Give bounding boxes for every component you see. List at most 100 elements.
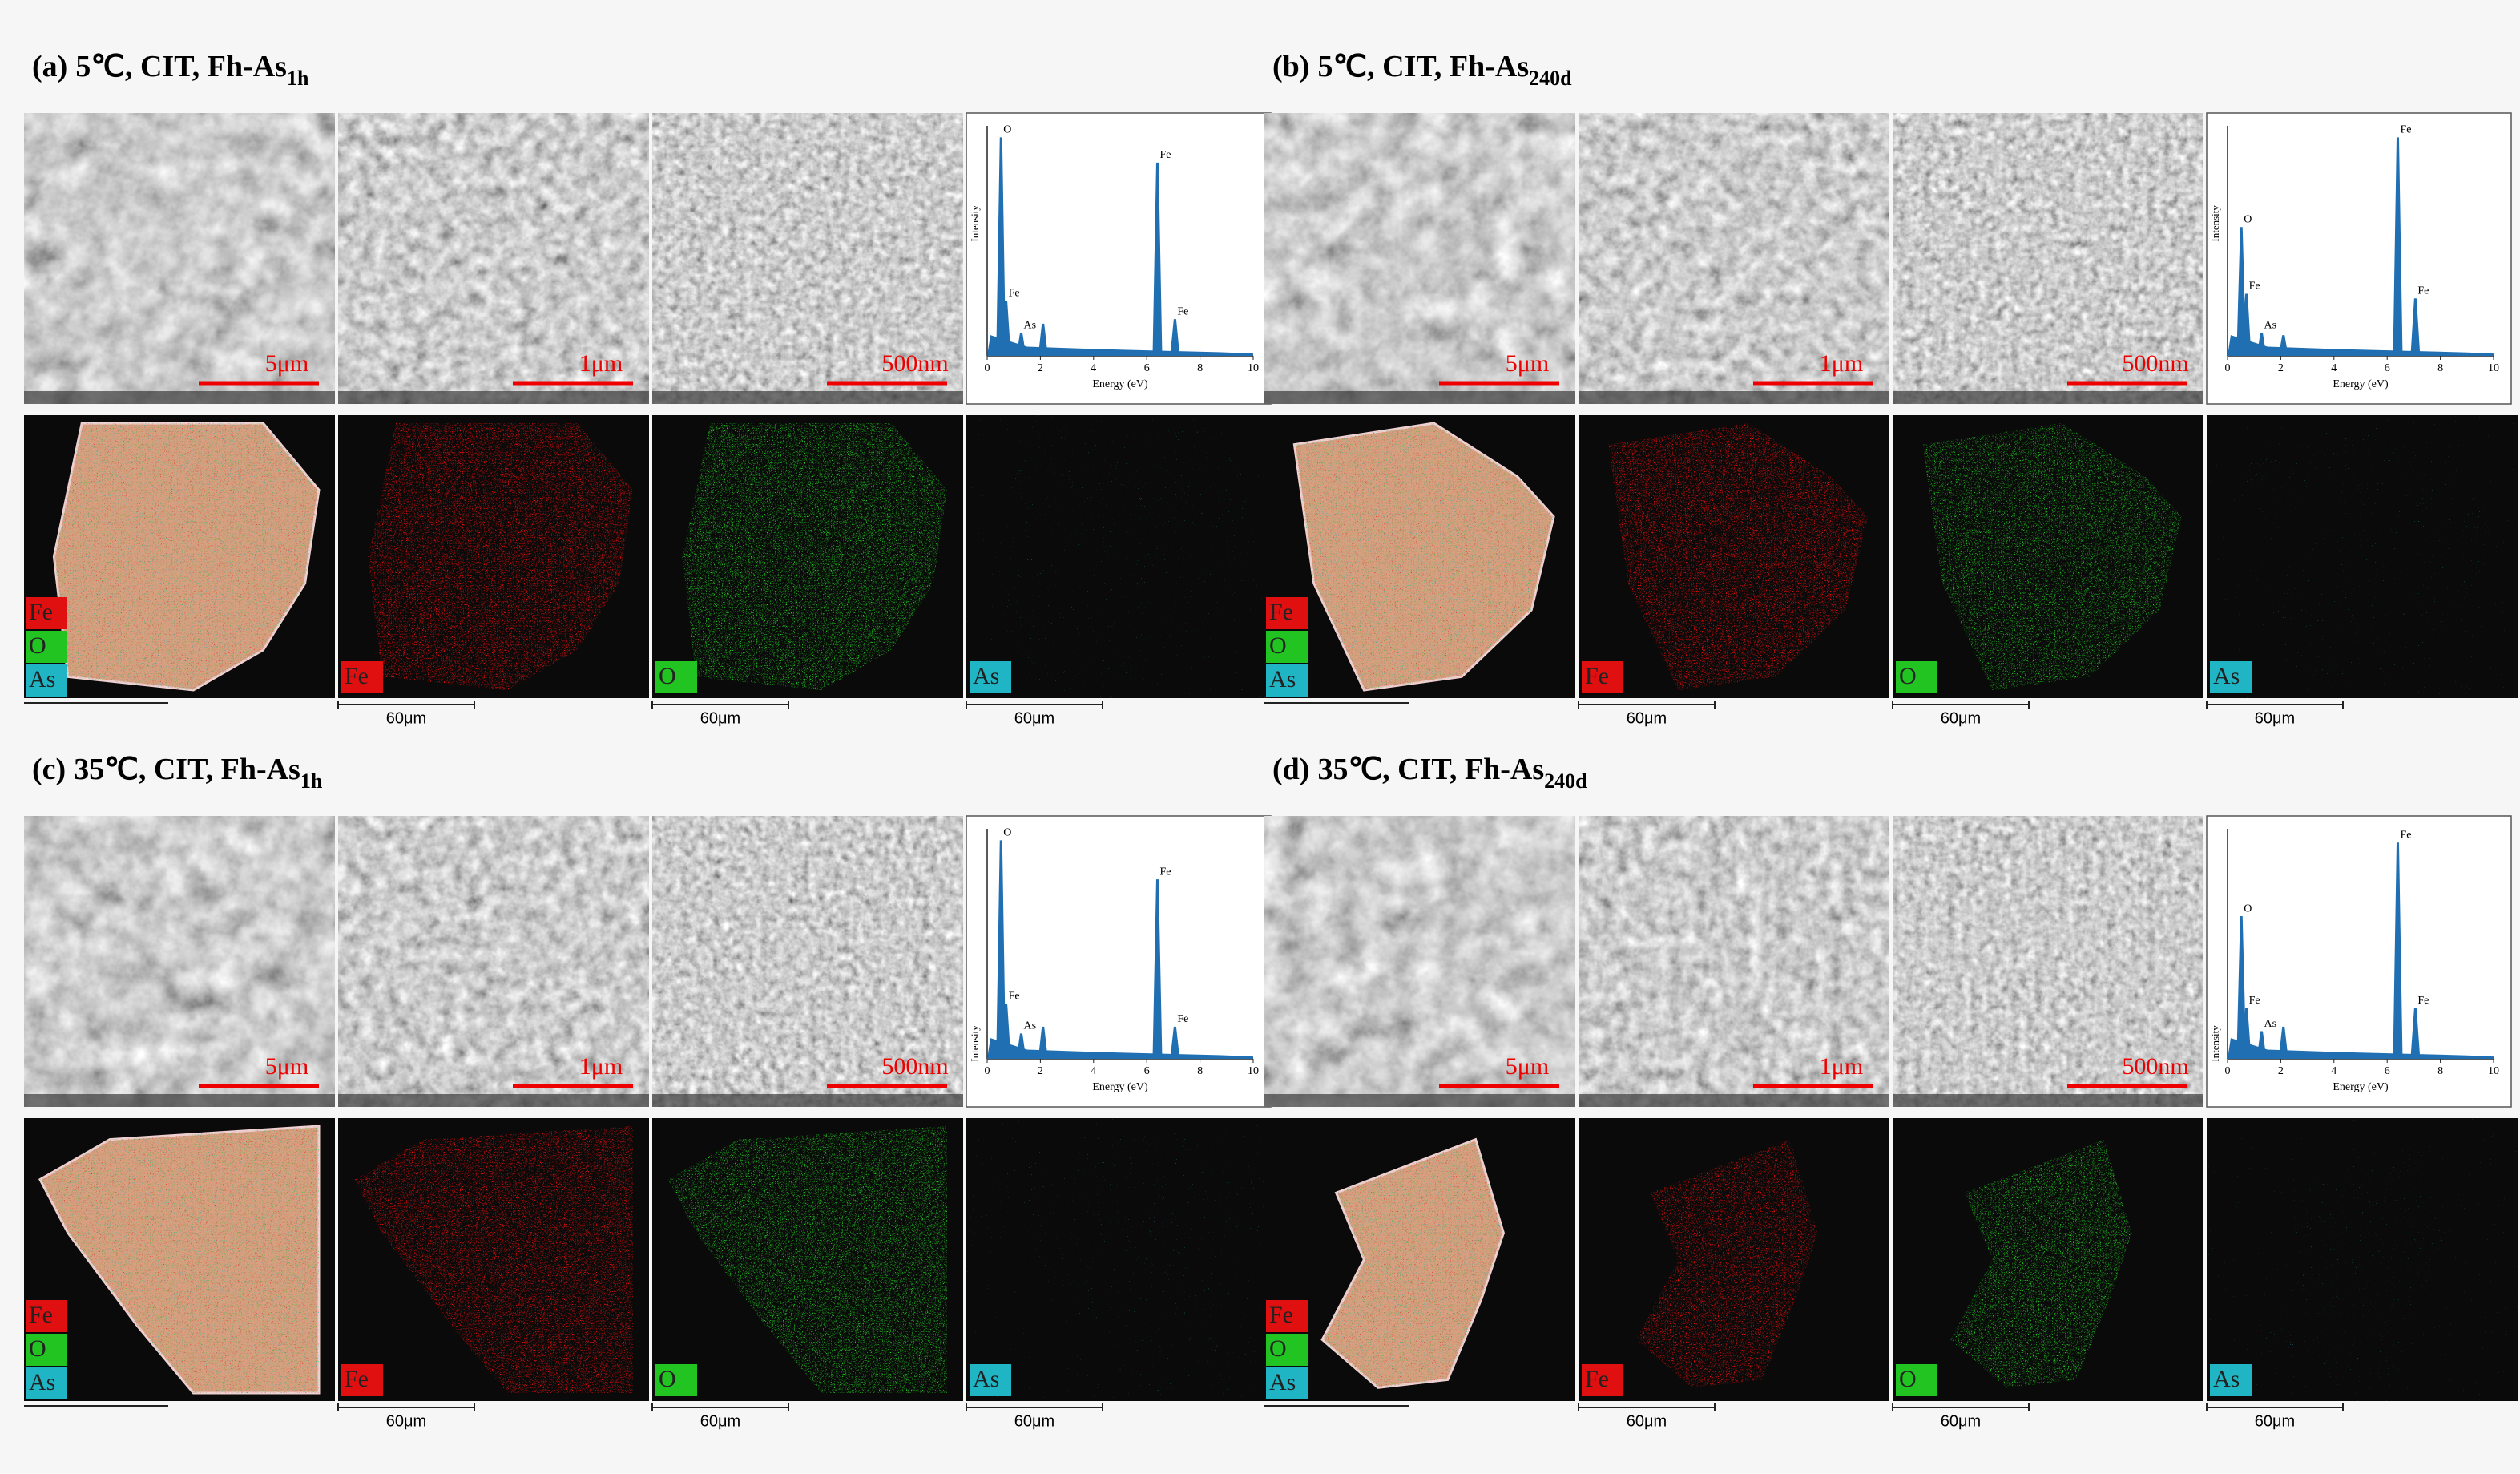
panel-title-text: 35℃, CIT, Fh-As — [1317, 753, 1544, 786]
map-legend-box — [1266, 1300, 1308, 1332]
map-scale-label: 60μm — [700, 709, 740, 727]
map-scale-label: 60μm — [700, 1412, 740, 1430]
map-overlay — [1294, 423, 1554, 690]
eds-peak-label: Fe — [2249, 995, 2260, 1007]
sem-info-bar — [1264, 391, 1575, 404]
map-signal — [1636, 1139, 1818, 1388]
map-legend-label: Fe — [1585, 663, 1609, 689]
sem-scale-label: 500nm — [2122, 350, 2188, 377]
eds-peak-label: O — [2244, 903, 2252, 915]
map-legend-box — [970, 1364, 1011, 1396]
eds-peak-label: As — [1023, 320, 1036, 332]
sem-image — [1893, 816, 2203, 1107]
eds-x-tick-label: 0 — [985, 1065, 990, 1077]
panel-title-text: 35℃, CIT, Fh-As — [74, 753, 300, 786]
eds-peak — [1038, 323, 1048, 356]
map-legend-label: O — [1269, 632, 1287, 659]
map-noise — [2207, 1118, 2518, 1401]
map-scale-label: 60μm — [386, 709, 426, 727]
eds-x-label: Energy (eV) — [2333, 1081, 2389, 1093]
panel-subscript: 240d — [1544, 769, 1587, 793]
map-legend-label: Fe — [1269, 1302, 1293, 1328]
sem-info-bar — [1579, 1094, 1889, 1107]
eds-x-tick-label: 2 — [2278, 362, 2284, 374]
eds-peak — [2236, 916, 2247, 1059]
eds-x-tick-label: 0 — [985, 362, 990, 374]
eds-background — [2228, 1038, 2494, 1059]
eds-peak — [2278, 1026, 2288, 1059]
eds-peak — [2278, 335, 2288, 356]
map-legend-label: As — [29, 1369, 55, 1395]
eds-x-tick-label: 6 — [2385, 1065, 2390, 1077]
eds-y-label: Intensity — [2209, 1025, 2221, 1062]
map-legend-box — [341, 661, 383, 693]
eds-x-tick-label: 6 — [2385, 362, 2390, 374]
map-noise — [2207, 415, 2518, 698]
map-overlay — [1322, 1139, 1504, 1388]
map-legend-box — [1896, 661, 1937, 693]
eds-x-tick-label: 2 — [1038, 1065, 1043, 1077]
map-legend-label: Fe — [1585, 1366, 1609, 1392]
eds-x-tick-label: 4 — [1091, 362, 1096, 374]
map-legend-box — [26, 1367, 67, 1399]
eds-background — [2228, 335, 2494, 356]
sem-scale-label: 500nm — [2122, 1053, 2188, 1080]
eds-peak-label: As — [2264, 1018, 2276, 1030]
sem-info-bar — [1893, 391, 2203, 404]
sem-image — [652, 113, 963, 404]
sem-scale-label: 1μm — [1820, 350, 1863, 377]
sem-image — [24, 816, 335, 1107]
panel-title: (d) 35℃, CIT, Fh-As240d — [1272, 753, 1587, 794]
eds-x-tick-label: 8 — [2437, 362, 2443, 374]
eds-peak-label: Fe — [2400, 124, 2411, 136]
map-legend-label: As — [1269, 1369, 1296, 1395]
sem-info-bar — [24, 1094, 335, 1107]
eds-peak-label: Fe — [2417, 285, 2429, 297]
eds-peak — [2241, 293, 2252, 356]
eds-peak-label: Fe — [1009, 990, 1020, 1002]
eds-peak-label: Fe — [1009, 287, 1020, 299]
eds-peak — [2393, 137, 2403, 356]
eds-peak — [2393, 842, 2403, 1059]
map-legend-box — [970, 661, 1011, 693]
panel-label: (b) — [1272, 50, 1309, 83]
sem-scale-label: 500nm — [881, 350, 948, 377]
eds-x-tick-label: 4 — [2331, 1065, 2337, 1077]
sem-image — [1264, 816, 1575, 1107]
map-legend-label: As — [1269, 666, 1296, 693]
eds-panel — [2206, 815, 2512, 1108]
sem-info-bar — [338, 1094, 649, 1107]
eds-peak — [1170, 1026, 1180, 1059]
panel-title-text: 5℃, CIT, Fh-As — [1317, 50, 1529, 83]
eds-x-tick-label: 10 — [2488, 362, 2499, 374]
eds-panel — [966, 815, 1272, 1108]
eds-x-tick-label: 10 — [1248, 362, 1259, 374]
map-legend-box — [26, 664, 67, 697]
eds-peak-label: Fe — [2400, 829, 2411, 841]
eds-peak-label: O — [2244, 213, 2252, 225]
eds-panel — [966, 112, 1272, 405]
map-signal — [682, 423, 947, 690]
eds-peak — [1016, 1033, 1026, 1059]
map-scale-label: 60μm — [1941, 1412, 1981, 1430]
panel-subscript: 1h — [287, 67, 309, 90]
map-legend-box — [1266, 664, 1308, 697]
map-scale-label: 60μm — [2255, 1412, 2295, 1430]
sem-scale-label: 1μm — [579, 1053, 623, 1080]
sem-image — [1579, 816, 1889, 1107]
map-legend-box — [26, 631, 67, 663]
eds-peak — [1001, 1004, 1011, 1059]
panel-title-text: 5℃, CIT, Fh-As — [75, 50, 287, 83]
map-legend-label: Fe — [345, 663, 369, 689]
eds-peak — [2410, 1008, 2421, 1059]
eds-peak — [2256, 1031, 2267, 1059]
map-legend-label: Fe — [345, 1366, 369, 1392]
eds-peak — [1001, 301, 1011, 356]
sem-scale-label: 5μm — [265, 1053, 308, 1080]
map-legend-label: O — [659, 663, 676, 689]
eds-y-label: Intensity — [2209, 205, 2221, 242]
sem-scale-label: 5μm — [1506, 1053, 1549, 1080]
sem-info-bar — [652, 391, 963, 404]
map-signal — [668, 1126, 947, 1393]
